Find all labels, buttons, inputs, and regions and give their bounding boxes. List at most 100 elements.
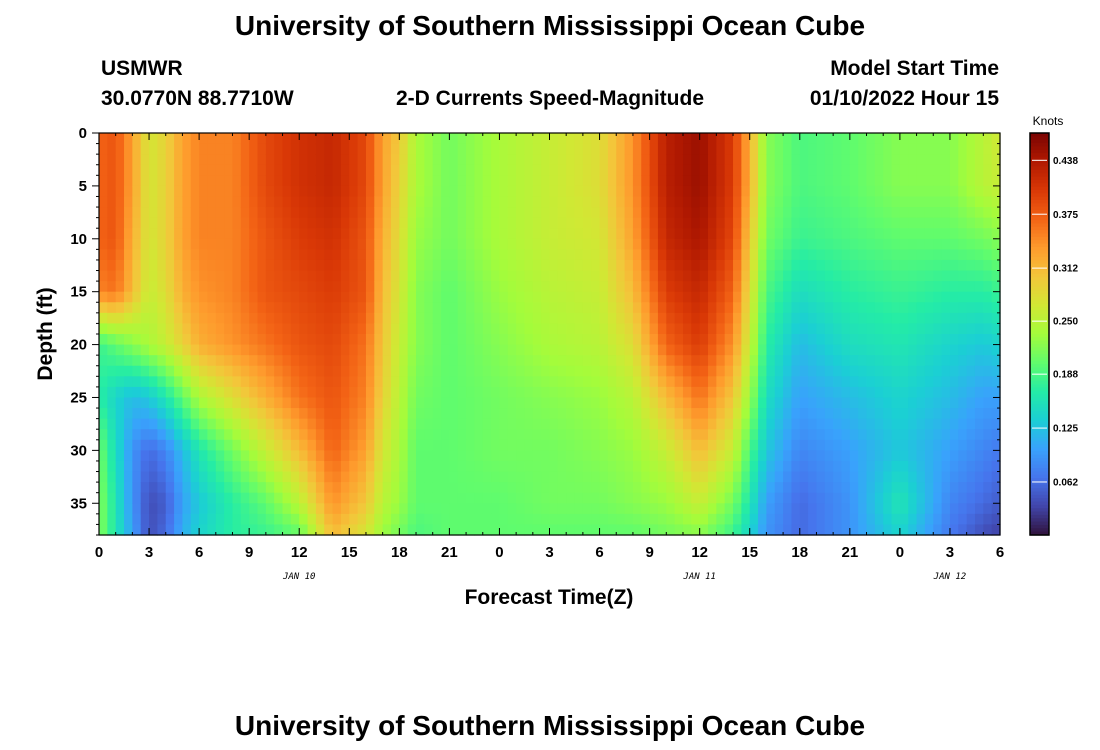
heatmap-cell — [924, 249, 934, 261]
heatmap-cell — [649, 482, 659, 494]
heatmap-cell — [599, 482, 609, 494]
heatmap-cell — [232, 281, 242, 293]
heatmap-cell — [257, 376, 267, 388]
heatmap-cell — [149, 302, 158, 314]
heatmap-cell — [941, 323, 951, 335]
heatmap-cell — [282, 460, 292, 473]
heatmap-cell — [958, 334, 968, 346]
heatmap-cell — [841, 217, 851, 229]
heatmap-cell — [541, 450, 551, 462]
heatmap-cell — [165, 492, 175, 504]
heatmap-cell — [382, 164, 392, 176]
heatmap-cell — [716, 471, 726, 483]
heatmap-cell — [240, 228, 250, 240]
heatmap-cell — [966, 196, 976, 208]
heatmap-cell — [733, 408, 742, 420]
heatmap-cell — [591, 376, 601, 388]
heatmap-cell — [933, 217, 943, 229]
heatmap-cell — [916, 302, 926, 314]
heatmap-cell — [232, 376, 242, 388]
heatmap-cell — [657, 238, 667, 250]
colorbar-segment — [1030, 337, 1049, 342]
heatmap-cell — [399, 471, 409, 483]
heatmap-cell — [849, 270, 859, 282]
heatmap-cell — [507, 471, 517, 483]
heatmap-cell — [849, 238, 859, 250]
heatmap-cell — [124, 164, 133, 176]
heatmap-cell — [641, 355, 651, 367]
heatmap-cell — [674, 217, 684, 229]
heatmap-cell — [699, 503, 709, 515]
heatmap-cell — [374, 376, 384, 388]
heatmap-cell — [833, 323, 843, 335]
heatmap-cell — [99, 492, 108, 504]
heatmap-cell — [883, 492, 893, 504]
heatmap-cell — [657, 355, 667, 367]
heatmap-cell — [682, 439, 692, 451]
heatmap-cell — [265, 503, 275, 515]
heatmap-cell — [541, 259, 551, 272]
heatmap-cell — [799, 460, 809, 473]
heatmap-cell — [991, 460, 1001, 473]
heatmap-cell — [883, 143, 893, 155]
heatmap-cell — [107, 302, 117, 314]
heatmap-cell — [874, 217, 884, 229]
heatmap-cell — [766, 164, 776, 176]
heatmap-cell — [582, 386, 592, 399]
heatmap-cell — [741, 281, 751, 293]
heatmap-cell — [574, 270, 584, 282]
colorbar-segment — [1030, 206, 1049, 211]
heatmap-cell — [499, 164, 509, 176]
heatmap-cell — [699, 175, 709, 187]
heatmap-cell — [766, 344, 776, 356]
heatmap-cell — [791, 302, 801, 314]
heatmap-cell — [624, 513, 634, 526]
heatmap-cell — [215, 471, 225, 483]
heatmap-cell — [749, 460, 759, 473]
heatmap-cell — [657, 154, 667, 166]
heatmap-cell — [215, 503, 225, 515]
heatmap-cell — [833, 513, 843, 526]
heatmap-cell — [607, 439, 617, 451]
heatmap-cell — [357, 270, 367, 282]
heatmap-cell — [132, 291, 142, 303]
heatmap-cell — [991, 228, 1001, 240]
heatmap-cell — [666, 175, 676, 187]
heatmap-cell — [432, 397, 442, 409]
heatmap-cell — [549, 397, 559, 409]
heatmap-cell — [708, 291, 717, 303]
colorbar-segment — [1030, 394, 1049, 399]
heatmap-cell — [908, 482, 918, 494]
heatmap-cell — [340, 133, 350, 145]
heatmap-cell — [424, 154, 434, 166]
heatmap-cell — [966, 524, 976, 536]
heatmap-cell — [891, 312, 901, 325]
heatmap-cell — [708, 365, 717, 377]
heatmap-cell — [866, 460, 876, 473]
heatmap-cell — [182, 143, 192, 155]
heatmap-cell — [691, 143, 701, 155]
heatmap-cell — [215, 334, 225, 346]
heatmap-cell — [466, 281, 476, 293]
heatmap-cell — [749, 164, 759, 176]
heatmap-cell — [382, 460, 392, 473]
heatmap-cell — [866, 270, 876, 282]
heatmap-cell — [149, 492, 158, 504]
heatmap-cell — [691, 460, 701, 473]
heatmap-cell — [808, 397, 818, 409]
heatmap-cell — [708, 196, 717, 208]
heatmap-cell — [607, 196, 617, 208]
heatmap-cell — [833, 228, 843, 240]
heatmap-cell — [866, 238, 876, 250]
heatmap-cell — [874, 281, 884, 293]
heatmap-cell — [115, 344, 125, 356]
heatmap-cell — [849, 365, 859, 377]
heatmap-cell — [649, 323, 659, 335]
heatmap-cell — [199, 207, 209, 219]
heatmap-cell — [274, 207, 284, 219]
heatmap-cell — [816, 154, 826, 166]
heatmap-cell — [399, 429, 409, 441]
heatmap-cell — [190, 154, 200, 166]
heatmap-cell — [357, 133, 367, 145]
heatmap-cell — [983, 524, 993, 536]
